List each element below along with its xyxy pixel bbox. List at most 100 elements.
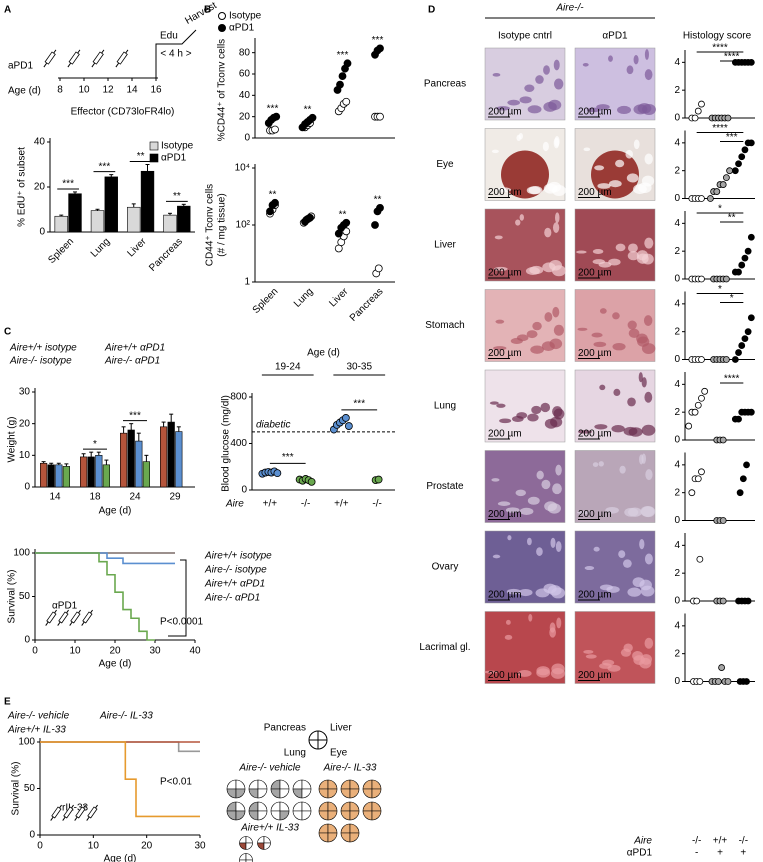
y-tick-label: 10⁴ (235, 163, 250, 174)
data-point (696, 678, 704, 685)
histology-feature (505, 619, 511, 625)
data-point (342, 218, 351, 227)
histology-feature (535, 588, 550, 598)
y-tick-label: 0 (24, 635, 30, 646)
timeline-day: 10 (78, 85, 90, 96)
data-point (336, 80, 344, 89)
pie-quadrant (245, 853, 253, 861)
genotype-header: Aire-/- (555, 3, 584, 14)
histology-feature (549, 338, 563, 350)
pie-quadrant (340, 810, 351, 821)
legend-swatch (149, 141, 159, 151)
x-tick-label: 10 (69, 646, 81, 657)
syringe-needle (86, 816, 90, 821)
y-axis-label: %CD44⁺ of Tconv cells (217, 39, 228, 141)
pie-quadrant (327, 823, 338, 834)
histology-feature (492, 73, 501, 77)
y-tick-label: 100 (13, 548, 30, 559)
histology-feature (640, 654, 652, 665)
pie-quadrant (257, 810, 268, 821)
data-point (718, 664, 725, 671)
pie-quadrant (349, 810, 360, 821)
significance: **** (712, 43, 728, 54)
histology-feature (544, 227, 552, 238)
y-tick-label: 4 (674, 137, 680, 148)
histology-feature (544, 418, 558, 429)
histology-feature (620, 648, 632, 657)
y-tick-label: 400 (230, 438, 247, 449)
scale-bar-label: 200 µm (578, 429, 612, 440)
histology-feature (611, 425, 625, 433)
group-row-value: - (695, 848, 698, 859)
data-point (306, 213, 314, 222)
legend-label: Aire-/- αPD1 (204, 593, 260, 604)
data-point (344, 422, 353, 430)
pie-quadrant (340, 788, 351, 799)
legend-label: Aire-/- IL-33 (99, 711, 153, 722)
data-point (701, 387, 709, 395)
histology-feature (491, 478, 500, 482)
histology-feature (499, 418, 512, 424)
x-tick-label: Liver (125, 236, 149, 260)
syringe-plunger (53, 49, 57, 54)
histology-feature (599, 384, 606, 391)
histology-feature (628, 507, 642, 517)
data-point (747, 408, 755, 416)
y-tick-label: 0 (39, 227, 45, 238)
scale-bar-label: 200 µm (578, 509, 612, 520)
histology-image (574, 208, 656, 282)
syringe-needle (74, 816, 78, 821)
syringe-needle (81, 621, 85, 626)
histology-feature (484, 670, 498, 674)
data-point (736, 489, 744, 497)
histology-feature (530, 345, 544, 354)
data-point (726, 167, 733, 175)
histology-feature (536, 547, 543, 556)
annotation: P<0.0001 (160, 617, 204, 628)
x-tick-label: -/- (372, 499, 381, 510)
significance: **** (724, 52, 740, 63)
data-point (371, 221, 379, 229)
histology-feature (643, 315, 653, 326)
panel-label: D (428, 5, 435, 16)
histology-feature (491, 149, 499, 154)
histology-feature (552, 406, 563, 417)
histology-feature (618, 550, 626, 559)
syringe-needle (62, 816, 66, 821)
histology-feature (594, 424, 608, 430)
timeline-interval: < 4 h > (160, 49, 191, 60)
data-point (738, 153, 746, 161)
pie-quadrant (226, 779, 237, 790)
histology-feature (628, 427, 643, 437)
syringe (68, 51, 80, 65)
data-point (735, 415, 742, 423)
syringe-needle (115, 62, 120, 68)
pie-quadrant (270, 801, 281, 812)
y-tick-label: 4 (674, 218, 680, 229)
histology-feature (644, 553, 653, 565)
histology-feature (626, 173, 639, 183)
histology-feature (578, 430, 593, 434)
x-tick-label: 20 (109, 646, 121, 657)
pie-quadrant (349, 832, 360, 843)
pie-quadrant (239, 842, 247, 850)
pie-quadrant (362, 810, 373, 821)
pie-quadrant (279, 788, 290, 799)
pie-quadrant (318, 823, 329, 834)
panel-label: C (4, 327, 11, 338)
y-tick-label: 0 (674, 113, 680, 124)
y-tick-label: 30 (19, 387, 31, 398)
pie-quadrant (318, 801, 329, 812)
histology-feature (527, 496, 540, 505)
y-tick-label: 80 (239, 47, 251, 58)
scale-bar-label: 200 µm (488, 670, 522, 681)
y-tick-label: 10 (19, 450, 31, 461)
bar (160, 426, 168, 488)
data-point (744, 328, 752, 336)
timeline-end: Harvest (183, 0, 219, 27)
pie-quadrant (362, 779, 373, 790)
survival-curve (40, 741, 200, 818)
histology-feature (632, 651, 643, 661)
histology-feature (516, 412, 528, 419)
